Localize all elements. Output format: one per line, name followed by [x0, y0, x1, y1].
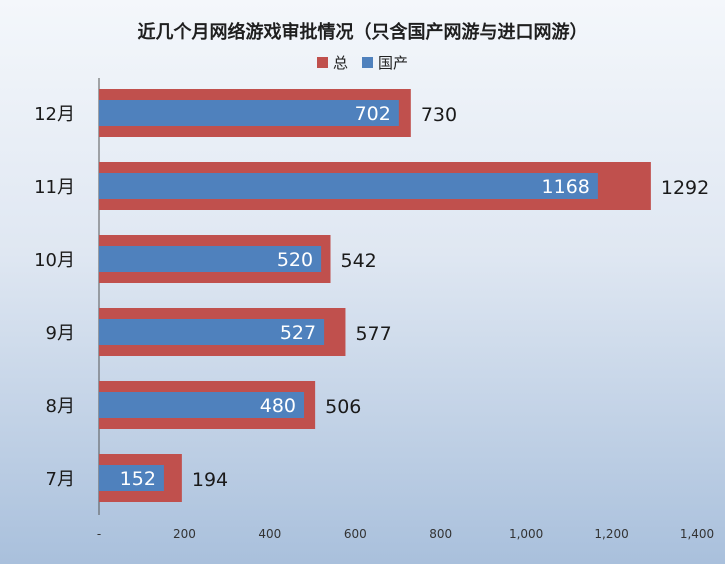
x-tick-label: 400	[258, 527, 281, 541]
data-label-domestic: 152	[120, 468, 156, 490]
data-label-total: 730	[421, 104, 457, 126]
x-tick-label: -	[97, 527, 101, 541]
legend-label-total: 总	[332, 54, 348, 72]
bar-domestic	[99, 465, 164, 491]
chart-title: 近几个月网络游戏审批情况（只含国产网游与进口网游）	[137, 22, 588, 43]
data-label-total: 542	[341, 250, 377, 272]
category-label: 7月	[46, 469, 75, 490]
data-label-domestic: 480	[260, 395, 296, 417]
data-label-domestic: 527	[280, 322, 316, 344]
data-label-domestic: 702	[355, 103, 391, 125]
legend: 总 国产	[0, 52, 725, 73]
category-label: 9月	[46, 323, 75, 344]
bar-domestic	[99, 319, 325, 345]
category-label: 11月	[34, 177, 75, 198]
category-label: 12月	[34, 104, 75, 125]
category-label: 10月	[34, 250, 75, 271]
data-label-total: 194	[192, 469, 228, 491]
data-label-total: 506	[325, 396, 361, 418]
bar-domestic	[99, 100, 399, 126]
data-label-total: 1292	[661, 177, 709, 199]
x-tick-label: 1,000	[509, 527, 543, 541]
legend-swatch-total	[316, 57, 328, 68]
data-label-domestic: 1168	[542, 176, 590, 198]
bar-domestic	[99, 392, 305, 418]
x-tick-label: 800	[429, 527, 452, 541]
x-tick-label: 1,200	[594, 527, 628, 541]
legend-item-domestic: 国产	[362, 52, 408, 73]
legend-swatch-domestic	[362, 57, 373, 68]
x-tick-label: 200	[173, 527, 196, 541]
category-label: 8月	[46, 396, 75, 417]
x-tick-label: 1,400	[680, 527, 714, 541]
legend-label-domestic: 国产	[378, 54, 409, 72]
data-label-domestic: 520	[277, 249, 313, 271]
legend-item-total: 总	[316, 52, 348, 73]
bar-domestic	[99, 173, 598, 199]
data-label-total: 577	[355, 323, 391, 345]
bar-domestic	[99, 246, 322, 272]
x-tick-label: 600	[344, 527, 367, 541]
